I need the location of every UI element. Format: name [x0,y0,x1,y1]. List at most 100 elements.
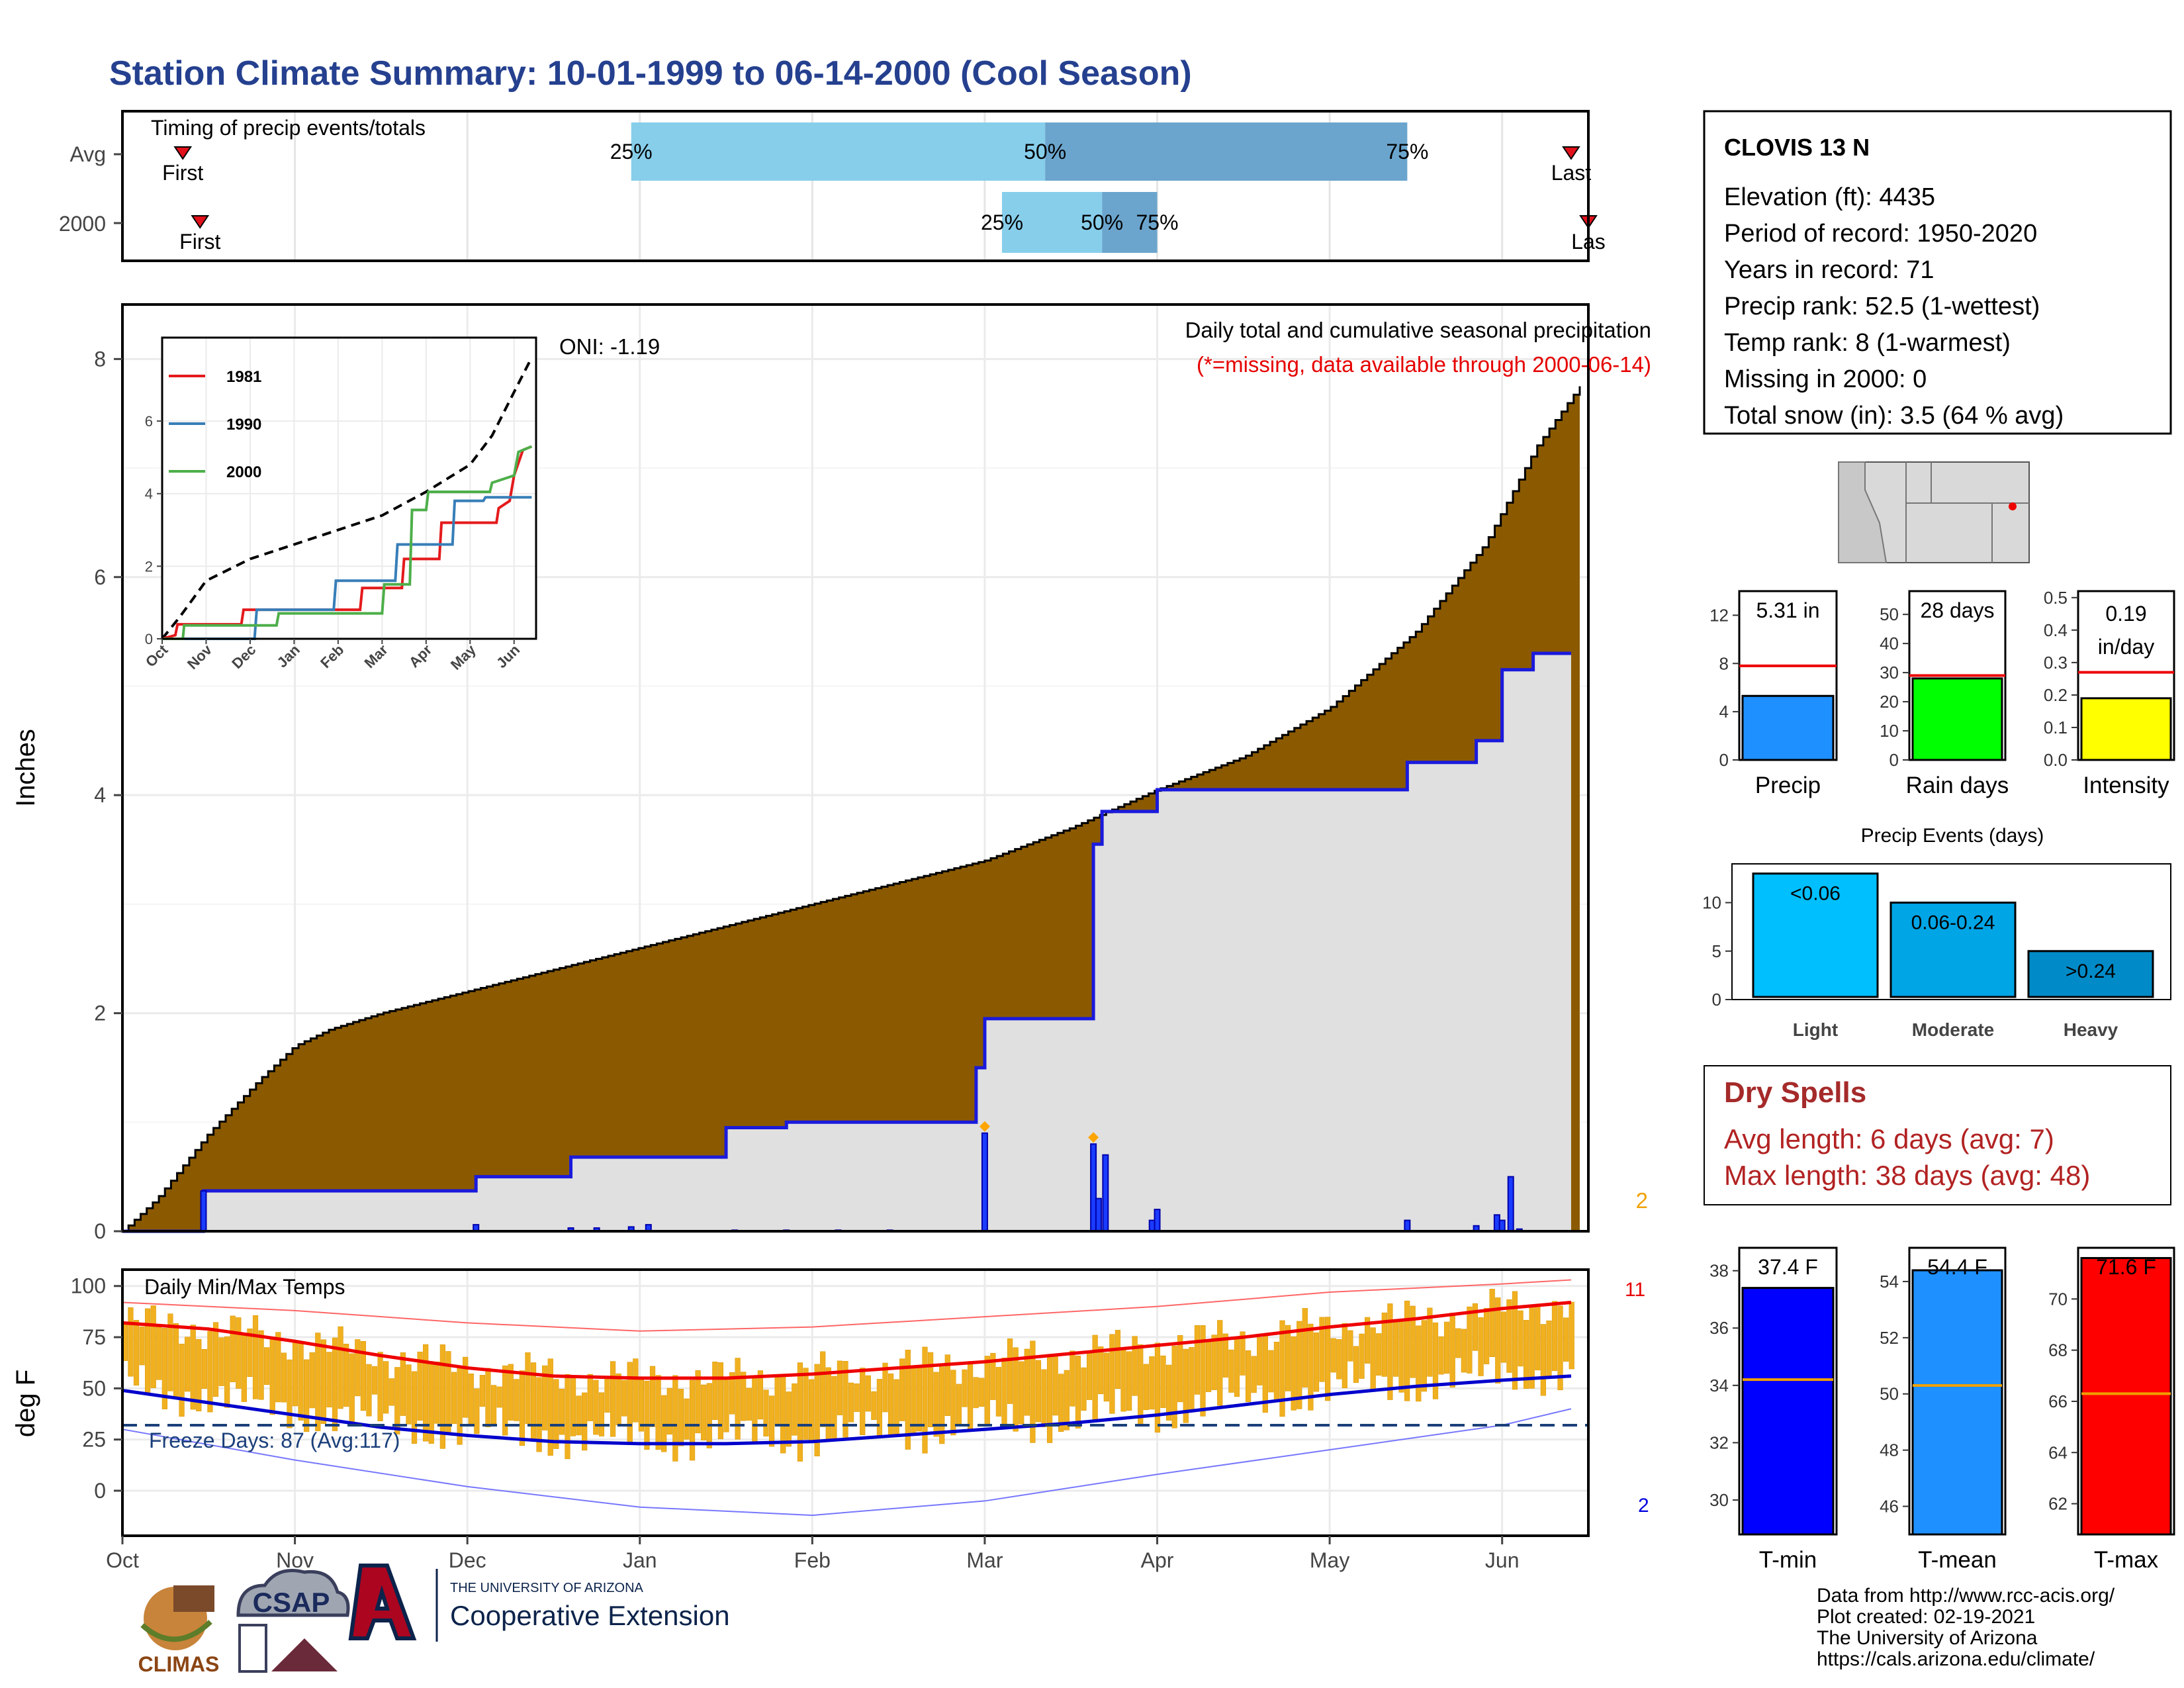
events-bar [1889,902,2017,998]
daily-temp-range-bar [1211,1335,1217,1390]
summary-ytick-label: 40 [1880,633,1899,653]
daily-temp-range-bar [746,1387,752,1421]
daily-temp-range-bar [956,1383,962,1426]
daily-temp-range-bar [717,1362,724,1440]
daily-temp-range-bar [1500,1311,1506,1363]
precip-events-chart: Precip Events (days) 0 5 10 <0.06 Light 0.06-… [1702,825,2171,1040]
daily-temp-range-bar [752,1376,758,1443]
daily-precip-bar [1493,1214,1500,1232]
daily-temp-range-bar [411,1371,418,1444]
timing-year-label: 2000 [59,212,106,236]
summary-ytick-label: 0.4 [2044,620,2068,640]
tmax-summary-chart: 71.6 F 62 64 66 68 70 T-max [2048,1246,2175,1573]
month-tick-label: Oct [106,1548,139,1572]
avg-max-line [122,1300,1572,1380]
precip-total-chart: 5.31 in 0 4 8 12 Precip [1709,590,1838,798]
temp-ytick-label: 100 [71,1274,106,1298]
dry-spells-title: Dry Spells [1724,1076,1866,1109]
daily-temp-range-bar [763,1389,769,1436]
daily-temp-range-bar [434,1361,440,1424]
daily-temp-range-bar [905,1350,911,1450]
daily-temp-range-bar [893,1379,899,1437]
daily-temp-range-bar [536,1377,542,1452]
daily-temp-range-bar [1228,1349,1234,1393]
daily-temp-range-bar [212,1322,219,1397]
summary-ytick-label: 0.1 [2044,718,2068,737]
daily-temp-range-bar [258,1330,264,1400]
daily-temp-range-bar [757,1370,764,1420]
daily-temp-range-bar [1200,1325,1206,1417]
daily-temp-range-bar [247,1328,253,1377]
daily-temp-range-bar [230,1315,236,1382]
daily-temp-range-bar [661,1395,667,1452]
credit-line: Plot created: 02-19-2021 [1817,1606,2035,1628]
tmin-summary-chart: 37.4 F 30 32 34 36 38 T-min [1709,1246,1838,1573]
daily-temp-range-bar [1092,1335,1098,1421]
daily-temp-range-bar [1064,1370,1069,1430]
daily-temp-range-bar [1240,1331,1246,1376]
inset-ytick-label: 4 [145,486,153,502]
daily-temp-range-bar [173,1323,179,1398]
events-title: Precip Events (days) [1861,825,2044,847]
summary-ytick-label: 62 [2048,1494,2068,1514]
summary-ytick-label: 30 [1709,1490,1729,1510]
daily-temp-range-bar [406,1364,412,1425]
daily-temp-range-bar [814,1364,820,1456]
daily-temp-range-bar [678,1389,684,1446]
summary-bar [2080,697,2172,761]
daily-temp-range-bar [876,1379,883,1436]
daily-temp-range-bar [1165,1364,1172,1421]
temp-panel: 0 25 50 75 100 Daily Min/Max Temps Freeze Da… [11,1268,1649,1572]
daily-temp-range-bar [332,1337,338,1431]
daily-temp-range-bar [1455,1328,1461,1358]
summary-value-label: 54.4 F [1927,1255,1987,1279]
summary-ytick-label: 38 [1709,1261,1729,1281]
summary-ytick-label: 68 [2048,1340,2068,1360]
first-event-marker [191,215,210,229]
summary-value-label: 0.19 [2105,602,2146,626]
temp-ytick-label: 75 [82,1325,106,1349]
daily-temp-range-bar [1251,1356,1257,1393]
timing-bar-q1 [1002,192,1103,253]
daily-temp-range-bar [604,1377,610,1413]
daily-temp-range-bar [927,1352,934,1428]
daily-temp-range-bar [768,1395,775,1447]
summary-axis-label: Precip [1755,773,1821,798]
daily-temp-range-bar [1257,1336,1263,1385]
daily-temp-range-bar [1285,1325,1291,1391]
credit-line: The University of Arizona [1817,1627,2038,1649]
daily-temp-range-bar [145,1308,151,1393]
summary-ytick-label: 70 [2048,1289,2068,1309]
daily-temp-range-bar [326,1352,332,1408]
daily-temp-range-bar [593,1380,599,1435]
last-event-marker [1562,146,1580,160]
daily-temp-range-bar [854,1383,860,1412]
daily-temp-range-bar [1370,1327,1376,1392]
summary-axis-label: Rain days [1906,773,2009,798]
month-tick-label: Jun [1485,1548,1520,1572]
daily-temp-range-bar [570,1376,576,1436]
events-category-label: Heavy [2064,1019,2118,1040]
daily-temp-range-bar [598,1392,605,1436]
summary-ytick-label: 36 [1709,1318,1729,1338]
daily-temp-range-bar [1512,1291,1518,1390]
summary-ytick-label: 20 [1880,692,1899,712]
summary-ytick-label: 64 [2048,1442,2068,1462]
summary-bar [1741,694,1835,761]
inset-legend-label: 2000 [226,463,261,481]
daily-temp-range-bar [1489,1289,1495,1357]
daily-temp-range-bar [723,1379,729,1432]
summary-axis-label: T-mean [1918,1547,1997,1573]
daily-temp-range-bar [644,1380,650,1450]
dry-spells-avg: Avg length: 6 days (avg: 7) [1724,1123,2054,1154]
daily-temp-range-bar [224,1336,230,1408]
daily-temp-range-bar [1330,1338,1336,1373]
daily-temp-range-bar [355,1339,361,1397]
station-info-line: Elevation (ft): 4435 [1724,183,1935,211]
daily-temp-range-bar [1189,1347,1195,1413]
month-tick-label: Jan [623,1548,657,1572]
avg-min-line [122,1374,1572,1446]
summary-value-label: 71.6 F [2096,1255,2156,1279]
month-tick-label: Apr [1141,1548,1174,1572]
